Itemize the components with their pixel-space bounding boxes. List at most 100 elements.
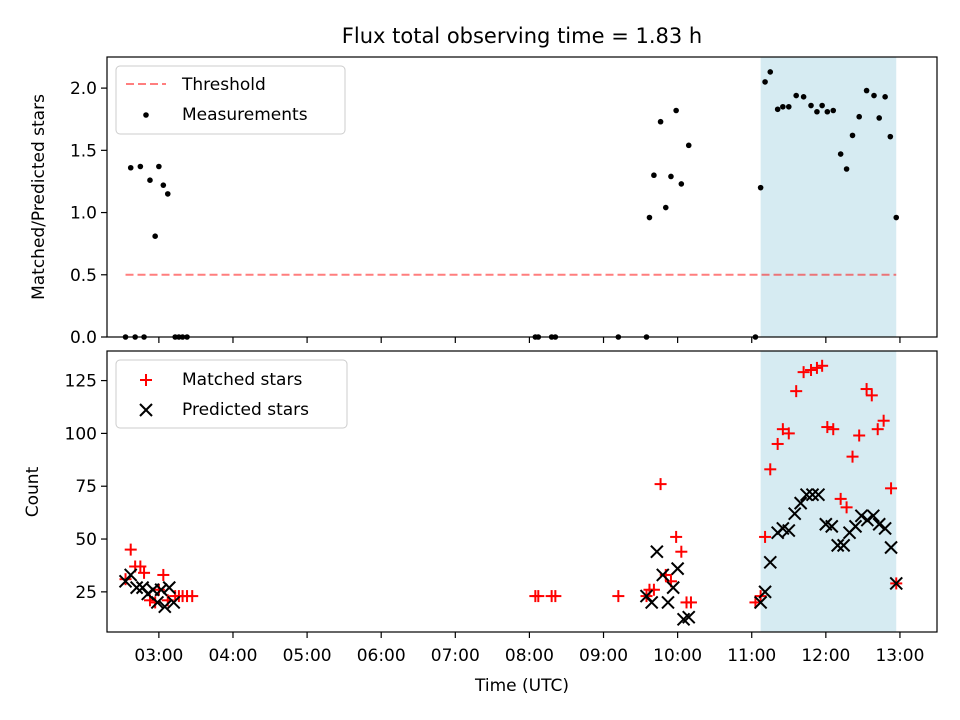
measurement-point (657, 118, 664, 125)
ratio-y-ticks: 0.0 0.5 1.0 1.5 2.0 (70, 79, 107, 348)
predicted-star-point (811, 487, 826, 502)
predicted-star-point (889, 576, 903, 591)
measurement-point (887, 133, 894, 140)
matched-star-point (885, 482, 898, 495)
measurement-point (156, 163, 162, 170)
matched-star-point (877, 414, 890, 427)
matched-star-point (860, 383, 873, 396)
x-tick-label: 05:00 (283, 646, 332, 666)
measurement-point (678, 181, 685, 187)
predicted-star-point (644, 595, 659, 610)
measurement-point (127, 164, 134, 171)
measurement-point (137, 163, 144, 170)
matched-star-point (816, 359, 829, 372)
predicted-star-point (661, 595, 675, 610)
predicted-star-point (884, 540, 898, 555)
predicted-star-point (758, 585, 772, 599)
ratio-x-ticks (158, 337, 901, 343)
legend-predicted-label: Predicted stars (182, 400, 309, 420)
x-tick-label: 13:00 (875, 646, 924, 666)
predicted-star-point (782, 523, 796, 538)
predicted-star-point (872, 517, 886, 531)
x-tick-label: 04:00 (208, 646, 257, 666)
predicted-star-point (878, 521, 892, 536)
measurement-point (830, 107, 837, 114)
predicted-star-point (158, 599, 172, 614)
predicted-star-point (154, 583, 168, 597)
predicted-star-point (166, 595, 181, 610)
matched-star-point (138, 566, 151, 579)
matched-star-point (853, 429, 866, 442)
x-axis-label: Time (UTC) (474, 676, 569, 696)
predicted-star-point (670, 561, 685, 576)
matched-star-point (771, 437, 784, 450)
measurement-point (882, 94, 888, 100)
y-tick-label: 125 (65, 372, 97, 392)
measurement-point (837, 151, 844, 157)
matched-star-point (152, 583, 165, 596)
matched-star-point (654, 478, 667, 491)
legend-matched-swatch (140, 374, 152, 386)
ratio-panel: 0.00.51.01.52.0 Matched/Predicted stars … (29, 56, 938, 348)
measurement-point (814, 108, 820, 115)
measurement-point (849, 132, 856, 139)
matched-star-point (782, 427, 795, 440)
measurement-point (863, 87, 870, 94)
matched-star-point (186, 590, 199, 603)
predicted-star-point (836, 538, 851, 553)
measurement-point (767, 69, 774, 75)
ratio-legend-box (115, 65, 346, 135)
matched-star-point (549, 590, 562, 603)
measurement-point (757, 184, 764, 191)
predicted-star-point (860, 513, 875, 527)
chart-title: Flux total observing time = 1.83 h (342, 24, 702, 48)
measurement-point (673, 107, 679, 114)
measurement-point (685, 142, 692, 149)
matched-star-point (647, 583, 660, 596)
predicted-star-point (150, 595, 165, 610)
predicted-star-point (763, 555, 777, 569)
predicted-star-point (788, 506, 802, 521)
predicted-star-point (682, 610, 696, 624)
measurement-point (808, 102, 814, 109)
ratio-marks (122, 69, 900, 340)
matched-star-point (670, 530, 683, 543)
measurement-point (164, 191, 171, 197)
y-tick-label: 2.0 (70, 79, 97, 99)
observing-window-shade-bottom (760, 351, 897, 632)
measurement-point (774, 106, 781, 113)
matched-star-point (834, 492, 847, 505)
predicted-star-point (753, 595, 768, 610)
y-tick-label: 100 (65, 424, 97, 444)
measurement-point (800, 94, 807, 100)
matched-star-point (157, 568, 170, 581)
ratio-legend: Threshold Measurements (115, 65, 346, 135)
predicted-star-point (650, 545, 664, 559)
predicted-star-point (866, 509, 880, 523)
matched-star-point (827, 423, 840, 436)
measurement-point (762, 79, 768, 85)
measurement-point (651, 172, 657, 179)
x-tick-label: 03:00 (134, 646, 183, 666)
legend-measurements-label: Measurements (182, 105, 308, 125)
measurement-point (856, 113, 862, 120)
matched-star-point (865, 389, 878, 402)
count-legend-box (115, 359, 348, 429)
y-tick-label: 50 (75, 530, 97, 550)
measurement-point (785, 103, 792, 110)
y-tick-label: 75 (75, 477, 97, 497)
x-tick-label: 10:00 (653, 646, 702, 666)
matched-star-point (684, 596, 697, 609)
matched-star-point (764, 463, 777, 476)
matched-star-point (805, 364, 818, 377)
predicted-star-point (124, 568, 138, 582)
x-tick-label: 08:00 (505, 646, 554, 666)
y-tick-label: 25 (75, 583, 97, 603)
measurement-point (871, 92, 877, 99)
measurement-point (646, 214, 653, 221)
x-tick-label: 07:00 (431, 646, 480, 666)
measurement-point (780, 103, 786, 110)
legend-predicted-swatch (139, 403, 153, 417)
ratio-axes-frame (106, 56, 938, 338)
x-tick-label: 06:00 (357, 646, 406, 666)
